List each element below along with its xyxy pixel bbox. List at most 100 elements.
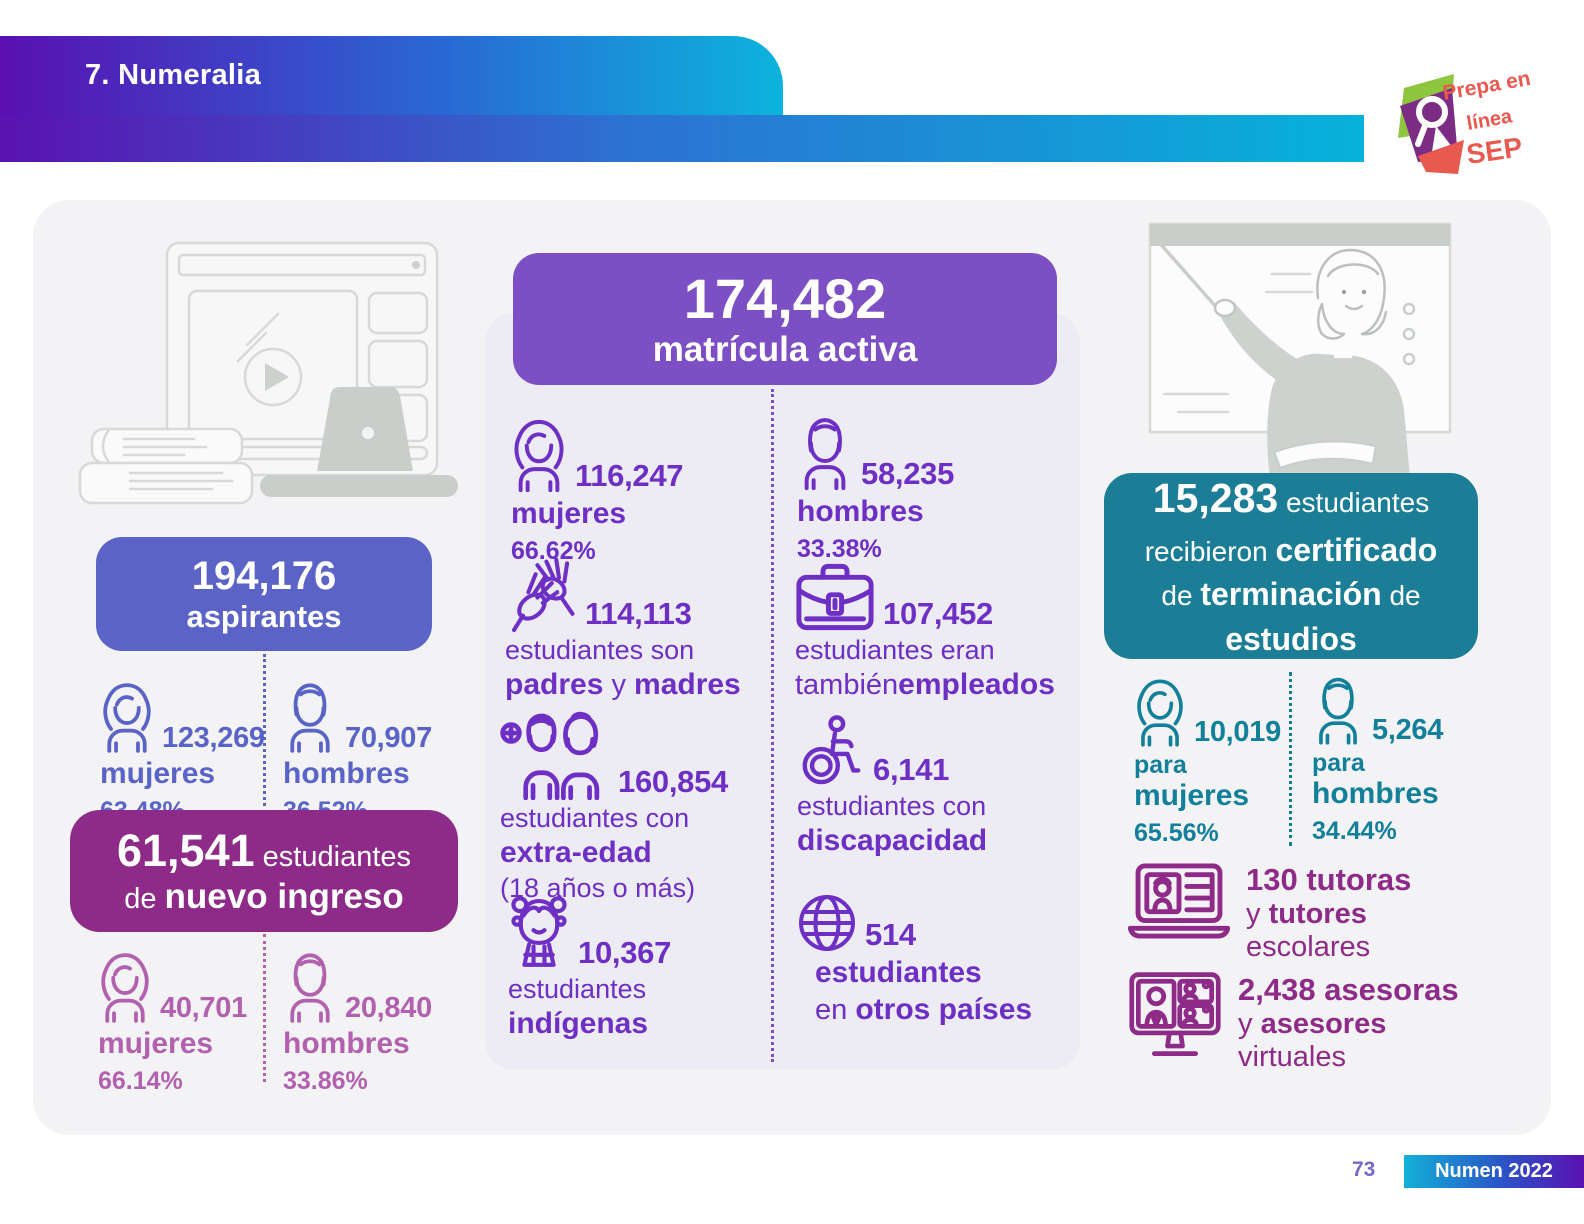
ingreso-number: 61,541 xyxy=(116,825,255,876)
woman-icon xyxy=(101,953,149,1023)
stat-value: 160,854 xyxy=(618,764,728,800)
matricula-label: matrícula activa xyxy=(652,329,918,369)
laptop-tutor-icon xyxy=(1128,862,1230,940)
stat-percent: 33.86% xyxy=(283,1066,368,1095)
online-course-illustration xyxy=(78,241,458,505)
stat-ingreso-hombres: 20,840 hombres 33.86% xyxy=(283,952,432,1095)
aspirantes-box: 194,176 aspirantes xyxy=(96,537,432,651)
stat-discapacidad: 6,141 estudiantes con discapacidad xyxy=(797,714,987,858)
play-icon xyxy=(243,347,303,407)
stat-mid: y xyxy=(1238,1007,1261,1040)
aspirantes-number: 194,176 xyxy=(191,554,337,598)
certificado-text: de xyxy=(1381,580,1421,612)
stat-line: para xyxy=(1134,751,1187,779)
stat-value: 107,452 xyxy=(883,596,993,632)
header-secondary-bar xyxy=(0,115,1364,162)
divider-ingreso xyxy=(263,934,266,1082)
prepa-en-linea-sep-logo: Prepa en línea SEP xyxy=(1398,68,1532,174)
stat-bold: 2,438 asesoras xyxy=(1238,972,1459,1007)
stat-certificado-mujeres: 10,019 para mujeres 65.56% xyxy=(1134,678,1281,847)
stat-label: hombres xyxy=(283,1027,410,1060)
stat-value: 58,235 xyxy=(861,456,955,492)
stat-percent: 33.38% xyxy=(797,534,882,563)
stat-certificado-hombres: 5,264 para hombres 34.44% xyxy=(1312,676,1443,845)
stat-value: 10,019 xyxy=(1194,715,1281,748)
hands-icon xyxy=(505,556,577,632)
teacher-presentation-illustration xyxy=(1148,222,1452,478)
divider-aspirantes xyxy=(263,654,266,806)
stat-label: hombres xyxy=(1312,777,1439,810)
stat-percent: 34.44% xyxy=(1312,816,1397,845)
man-icon xyxy=(1319,677,1357,745)
stat-bold: otros países xyxy=(855,992,1033,1026)
stat-value: 10,367 xyxy=(578,935,672,971)
stat-padres-madres: 114,113 estudiantes son padres y madres xyxy=(505,556,741,702)
stat-empleados: 107,452 estudiantes eran tambiénempleado… xyxy=(795,562,1055,702)
stat-percent: 66.62% xyxy=(511,536,596,565)
stat-line: estudiantes con xyxy=(797,791,987,821)
woman-icon xyxy=(514,419,564,493)
man-icon xyxy=(290,953,330,1023)
certificado-box: 15,283 estudiantes recibieron certificad… xyxy=(1104,473,1478,659)
woman-icon xyxy=(103,683,151,753)
globe-icon xyxy=(799,895,855,951)
stat-bold: empleados xyxy=(898,668,1055,702)
stat-aspirantes-hombres: 70,907 hombres 36.52% xyxy=(283,682,432,825)
stat-bold: indígenas xyxy=(508,1007,649,1041)
stat-value: 123,269 xyxy=(162,721,265,754)
woman-icon xyxy=(1137,679,1183,747)
matricula-panel xyxy=(485,313,1080,1070)
stat-bold: 130 tutoras xyxy=(1246,862,1412,897)
stat-label: mujeres xyxy=(1134,779,1250,812)
stat-tutores: 130 tutoras y tutores escolares xyxy=(1128,862,1411,964)
nuevo-ingreso-box: 61,541 estudiantes de nuevo ingreso xyxy=(70,810,458,932)
certificado-bold: certificado xyxy=(1275,531,1438,568)
man-icon xyxy=(290,683,330,753)
stat-line: estudiantes son xyxy=(505,635,695,665)
stat-bold: asesores xyxy=(1260,1007,1387,1040)
stat-bold: padres xyxy=(505,668,604,702)
stat-line: para xyxy=(1312,749,1365,777)
stat-value: 70,907 xyxy=(345,721,432,754)
certificado-bold: terminación xyxy=(1200,576,1382,613)
stat-mid: y xyxy=(603,669,635,702)
ingreso-suffix: estudiantes xyxy=(254,841,412,873)
stat-percent: 65.56% xyxy=(1134,818,1219,847)
wheelchair-icon xyxy=(797,714,865,788)
stat-line: estudiantes con xyxy=(500,803,690,833)
stat-bold: estudiantes xyxy=(815,956,982,989)
logo-text-line3: SEP xyxy=(1465,131,1525,169)
stat-line: estudiantes eran xyxy=(795,635,995,665)
stat-line: virtuales xyxy=(1238,1040,1346,1073)
aspirantes-label: aspirantes xyxy=(186,599,342,634)
stat-value: 5,264 xyxy=(1372,713,1444,746)
page-title: 7. Numeralia xyxy=(85,59,262,91)
stat-bold: tutores xyxy=(1268,897,1367,930)
stat-mid: y xyxy=(1246,897,1269,930)
header-bar: 7. Numeralia xyxy=(0,36,783,115)
stat-label: hombres xyxy=(797,495,924,528)
certificado-number: 15,283 xyxy=(1152,475,1279,522)
certificado-text: estudiantes xyxy=(1278,487,1430,519)
ingreso-prefix: de xyxy=(124,883,165,915)
couple-plus-icon xyxy=(500,710,610,800)
stat-percent: 66.14% xyxy=(98,1066,183,1095)
stat-indigenas: 10,367 estudiantes indígenas xyxy=(508,893,671,1041)
indigenous-girl-icon xyxy=(508,893,570,971)
stat-line: estudiantes xyxy=(508,974,647,1004)
stat-aspirantes-mujeres: 123,269 mujeres 63.48% xyxy=(100,682,265,825)
stat-value: 114,113 xyxy=(585,596,692,632)
stat-label: mujeres xyxy=(100,757,216,790)
certificado-text: de xyxy=(1161,580,1201,612)
stat-label: mujeres xyxy=(511,497,627,530)
stat-value: 514 xyxy=(865,917,916,953)
divider-certificado xyxy=(1289,672,1292,846)
stat-bold: extra-edad xyxy=(500,836,652,870)
page-number: 73 xyxy=(1352,1158,1376,1181)
stat-value: 40,701 xyxy=(160,991,247,1024)
matricula-box: 174,482 matrícula activa xyxy=(513,253,1057,385)
logo-text-line1: Prepa en xyxy=(1441,68,1532,105)
stat-line: (18 años o más) xyxy=(500,872,696,903)
stat-matricula-hombres: 58,235 hombres 33.38% xyxy=(797,416,954,563)
